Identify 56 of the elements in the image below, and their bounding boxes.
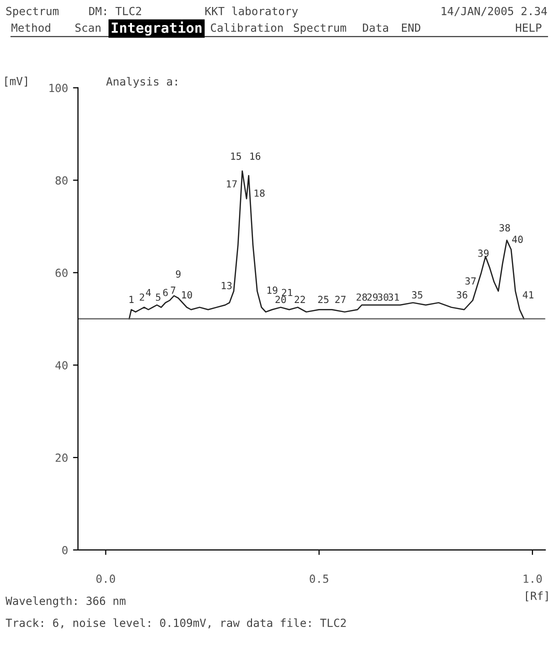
annotation: 38 — [500, 224, 510, 232]
text: Track: 6, noise level: 0.109mV, raw data file: TLC2 — [6, 618, 346, 628]
y-tick-label: 60 — [56, 268, 68, 278]
text: DM: TLC2 — [89, 6, 142, 16]
text: Data — [362, 24, 388, 32]
y-tick-label: 80 — [56, 176, 68, 185]
annotation: 4 — [146, 288, 151, 296]
text: Calibration — [210, 23, 283, 32]
annotation: 18 — [254, 189, 265, 197]
text: KKT laboratory — [205, 6, 298, 18]
annotation: 37 — [465, 277, 476, 285]
y-tick-label: 40 — [55, 361, 68, 370]
annotation: 39 — [478, 250, 489, 257]
annotation: 27 — [335, 296, 346, 303]
y-tick-label: 0 — [62, 546, 68, 554]
text: Wavelength: 366 nm — [6, 596, 126, 608]
annotation: 6 — [163, 288, 168, 296]
annotation: 40 — [512, 236, 523, 244]
x-tick-label: 1.0 — [524, 574, 542, 583]
text: Scan — [75, 23, 100, 32]
annotation: 31 — [388, 293, 399, 301]
annotation: 9 — [176, 270, 181, 278]
x-tick-label: 0.0 — [96, 574, 116, 583]
annotation: 5 — [156, 294, 160, 301]
text: END — [402, 24, 420, 32]
y-tick-label: 100 — [50, 84, 68, 92]
annotation: 35 — [412, 291, 422, 298]
annotation: 7 — [170, 286, 176, 294]
y-tick-label: 20 — [56, 454, 68, 462]
annotation: 16 — [250, 152, 260, 160]
text: Integration — [112, 22, 202, 36]
text: HELP — [516, 24, 542, 32]
annotation: 36 — [456, 291, 468, 298]
annotation: 13 — [222, 282, 232, 290]
y-axis-title: [mV] — [5, 76, 28, 87]
annotation: 21 — [282, 288, 292, 296]
annotation: 28 — [356, 293, 367, 301]
x-axis-title: [Rf] — [526, 591, 548, 602]
annotation: 10 — [182, 291, 192, 298]
text: 14/JAN/2005 2.34 — [442, 6, 547, 16]
text: Method — [12, 23, 50, 32]
annotation: 29 — [367, 293, 378, 301]
annotation: 20 — [276, 296, 286, 304]
annotation: 17 — [226, 180, 237, 188]
annotation: 30 — [378, 293, 388, 301]
text: Spectrum — [294, 23, 346, 34]
annotation: 22 — [294, 296, 305, 303]
annotation: 41 — [522, 291, 534, 298]
x-tick-label: 0.5 — [310, 574, 328, 583]
annotation: 19 — [267, 286, 278, 294]
annotation: 15 — [231, 152, 241, 160]
annotation: 1 — [130, 296, 134, 303]
text: Spectrum — [6, 6, 59, 18]
chart-title: Analysis a: — [106, 76, 177, 88]
annotation: 25 — [318, 296, 328, 304]
annotation: 2 — [140, 293, 144, 301]
